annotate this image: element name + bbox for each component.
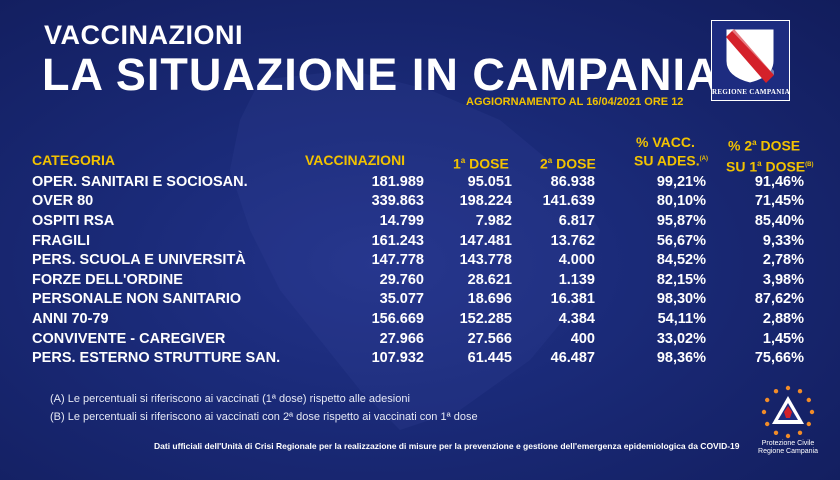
header-pct-vacc: % VACC. SU ADES.(A) — [634, 134, 708, 169]
dose1-cell: 198.224 — [459, 193, 512, 210]
dose2-cell: 1.139 — [558, 271, 595, 288]
category-cell: OPER. SANITARI E SOCIOSAN. — [32, 173, 248, 190]
dose2-cell: 13.762 — [550, 232, 595, 249]
pct-vacc-cell: 84,52% — [656, 252, 706, 269]
header-dose1: 1a DOSE — [453, 155, 509, 172]
pc-logo-label: Protezione Civile Regione Campania — [758, 440, 818, 455]
table-row: OVER 80 339.863 198.224 141.639 80,10% 7… — [32, 192, 804, 212]
dose2-cell: 16.381 — [550, 291, 595, 308]
header-category: CATEGORIA — [32, 152, 115, 168]
dose1-cell: 152.285 — [459, 310, 512, 327]
table-row: PERS. SCUOLA E UNIVERSITÀ 147.778 143.77… — [32, 250, 804, 270]
category-cell: PERS. SCUOLA E UNIVERSITÀ — [32, 252, 246, 269]
page-title: LA SITUAZIONE IN CAMPANIA — [42, 49, 720, 100]
update-timestamp: AGGIORNAMENTO AL 16/04/2021 ORE 12 — [466, 96, 684, 108]
header-vaccinations: VACCINAZIONI — [305, 152, 406, 168]
pct-vacc-cell: 99,21% — [656, 173, 706, 190]
dose1-cell: 7.982 — [475, 212, 512, 229]
dose1-cell: 143.778 — [459, 252, 512, 269]
dose1-cell: 28.621 — [467, 271, 512, 288]
footnote-a: (A) Le percentuali si riferiscono ai vac… — [50, 393, 410, 405]
pct-dose2-cell: 91,46% — [754, 173, 804, 190]
pct-vacc-cell: 98,36% — [656, 350, 706, 367]
pct-vacc-cell: 82,15% — [656, 271, 706, 288]
vaccinations-cell: 14.799 — [379, 212, 424, 229]
pct-dose2-cell: 1,45% — [762, 330, 804, 347]
regione-campania-logo: REGIONE CAMPANIA — [711, 20, 790, 101]
header-dose2: 2a DOSE — [540, 155, 596, 172]
dose1-cell: 147.481 — [459, 232, 512, 249]
category-cell: PERS. ESTERNO STRUTTURE SAN. — [32, 350, 281, 367]
pct-dose2-cell: 2,78% — [762, 252, 804, 269]
pct-vacc-cell: 95,87% — [656, 212, 706, 229]
dose2-cell: 141.639 — [542, 193, 595, 210]
dose2-cell: 6.817 — [558, 212, 595, 229]
dose2-cell: 86.938 — [550, 173, 595, 190]
vaccinations-cell: 181.989 — [371, 173, 424, 190]
page-kicker: VACCINAZIONI — [44, 20, 243, 50]
category-cell: PERSONALE NON SANITARIO — [32, 291, 242, 308]
vaccinations-cell: 107.932 — [371, 350, 424, 367]
protezione-civile-logo-icon — [761, 385, 815, 439]
header-pct-dose2: % 2a DOSE SU 1a DOSE(B) — [726, 137, 814, 175]
dose1-cell: 18.696 — [467, 291, 512, 308]
table-row: FORZE DELL'ORDINE 29.760 28.621 1.139 82… — [32, 270, 804, 290]
dose2-cell: 46.487 — [550, 350, 595, 367]
logo-label: REGIONE CAMPANIA — [712, 88, 790, 96]
vaccinations-cell: 161.243 — [371, 232, 424, 249]
pct-dose2-cell: 3,98% — [762, 271, 804, 288]
dose1-cell: 61.445 — [467, 350, 512, 367]
pct-dose2-cell: 87,62% — [754, 291, 804, 308]
dose1-cell: 95.051 — [467, 173, 512, 190]
table-row: CONVIVENTE - CAREGIVER 27.966 27.566 400… — [32, 329, 804, 349]
vaccinations-cell: 35.077 — [379, 291, 424, 308]
pct-dose2-cell: 71,45% — [754, 193, 804, 210]
dose2-cell: 4.000 — [558, 252, 595, 269]
category-cell: OVER 80 — [32, 193, 94, 210]
vaccinations-cell: 29.760 — [379, 271, 424, 288]
category-cell: CONVIVENTE - CAREGIVER — [32, 330, 226, 347]
pct-vacc-cell: 33,02% — [656, 330, 706, 347]
footnote-b: (B) Le percentuali si riferiscono ai vac… — [50, 411, 478, 423]
pct-vacc-cell: 56,67% — [656, 232, 706, 249]
vaccinations-cell: 27.966 — [379, 330, 424, 347]
table-row: OSPITI RSA 14.799 7.982 6.817 95,87% 85,… — [32, 211, 804, 231]
dose2-cell: 4.384 — [558, 310, 595, 327]
vaccinations-cell: 147.778 — [371, 252, 424, 269]
footnotes: (A) Le percentuali si riferiscono ai vac… — [50, 390, 478, 426]
pct-vacc-cell: 98,30% — [656, 291, 706, 308]
pct-dose2-cell: 75,66% — [754, 350, 804, 367]
vaccination-table: OPER. SANITARI E SOCIOSAN. 181.989 95.05… — [32, 172, 804, 368]
vaccinations-cell: 339.863 — [371, 193, 424, 210]
pct-dose2-cell: 2,88% — [762, 310, 804, 327]
category-cell: ANNI 70-79 — [32, 310, 109, 327]
category-cell: OSPITI RSA — [32, 212, 115, 229]
pct-vacc-cell: 54,11% — [657, 310, 706, 327]
table-row: PERS. ESTERNO STRUTTURE SAN. 107.932 61.… — [32, 348, 804, 368]
table-row: PERSONALE NON SANITARIO 35.077 18.696 16… — [32, 290, 804, 310]
pct-dose2-cell: 9,33% — [762, 232, 804, 249]
category-cell: FRAGILI — [32, 232, 90, 249]
table-row: OPER. SANITARI E SOCIOSAN. 181.989 95.05… — [32, 172, 804, 192]
table-row: ANNI 70-79 156.669 152.285 4.384 54,11% … — [32, 309, 804, 329]
campania-map-silhouette — [230, 70, 600, 430]
source-footer: Dati ufficiali dell'Unità di Crisi Regio… — [154, 441, 740, 451]
vaccinations-cell: 156.669 — [371, 310, 424, 327]
pct-vacc-cell: 80,10% — [656, 193, 706, 210]
coat-of-arms-icon — [725, 28, 775, 84]
dose2-cell: 400 — [570, 330, 595, 347]
category-cell: FORZE DELL'ORDINE — [32, 271, 183, 288]
table-row: FRAGILI 161.243 147.481 13.762 56,67% 9,… — [32, 231, 804, 251]
pct-dose2-cell: 85,40% — [754, 212, 804, 229]
dose1-cell: 27.566 — [467, 330, 512, 347]
